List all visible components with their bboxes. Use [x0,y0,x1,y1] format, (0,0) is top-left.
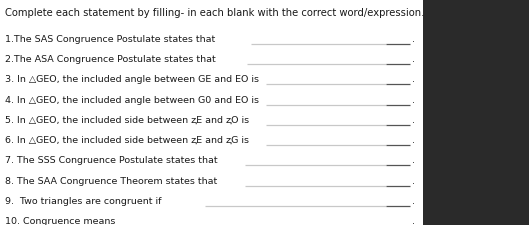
Text: .: . [412,35,415,44]
Text: 8. The SAA Congruence Theorem states that: 8. The SAA Congruence Theorem states tha… [5,177,217,186]
Text: 2.The ASA Congruence Postulate states that: 2.The ASA Congruence Postulate states th… [5,55,216,64]
Text: .: . [412,197,415,206]
Text: .: . [412,156,415,165]
Text: .: . [412,217,415,225]
Text: .: . [412,96,415,105]
Text: 6. In △GEO, the included side between ⱬE and ⱬG is: 6. In △GEO, the included side between ⱬE… [5,136,249,145]
Text: 7. The SSS Congruence Postulate states that: 7. The SSS Congruence Postulate states t… [5,156,218,165]
Text: 3. In △GEO, the included angle between GE and EO is: 3. In △GEO, the included angle between G… [5,75,259,84]
Text: .: . [412,55,415,64]
Bar [423,0,529,225]
Text: 10. Congruence means: 10. Congruence means [5,217,116,225]
Text: .: . [412,136,415,145]
Text: 5. In △GEO, the included side between ⱬE and ⱬO is: 5. In △GEO, the included side between ⱬE… [5,116,249,125]
Text: .: . [412,116,415,125]
Text: 4. In △GEO, the included angle between G0 and EO is: 4. In △GEO, the included angle between G… [5,96,259,105]
Text: 9.  Two triangles are congruent if: 9. Two triangles are congruent if [5,197,162,206]
Text: .: . [412,75,415,84]
Text: Complete each statement by filling- in each blank with the correct word/expressi: Complete each statement by filling- in e… [5,8,425,18]
Text: 1.The SAS Congruence Postulate states that: 1.The SAS Congruence Postulate states th… [5,35,215,44]
Text: .: . [412,177,415,186]
